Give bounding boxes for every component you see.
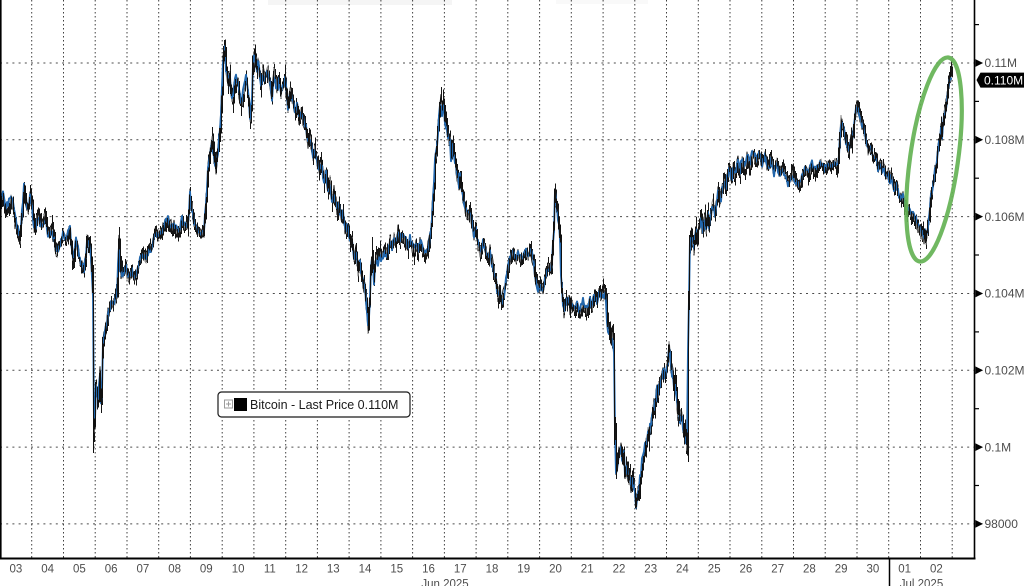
svg-text:12: 12 <box>295 564 308 576</box>
svg-text:13: 13 <box>327 564 340 576</box>
svg-text:04: 04 <box>41 564 54 576</box>
svg-text:14: 14 <box>359 564 372 576</box>
svg-text:98000: 98000 <box>985 517 1019 531</box>
svg-text:19: 19 <box>517 564 530 576</box>
svg-text:17: 17 <box>454 564 467 576</box>
svg-text:01: 01 <box>898 564 911 576</box>
svg-text:Jun 2025: Jun 2025 <box>421 579 468 586</box>
svg-text:16: 16 <box>422 564 435 576</box>
svg-text:08: 08 <box>168 564 181 576</box>
svg-text:28: 28 <box>803 564 816 576</box>
svg-text:21: 21 <box>581 564 594 576</box>
svg-text:22: 22 <box>613 564 626 576</box>
svg-text:06: 06 <box>105 564 118 576</box>
svg-text:03: 03 <box>10 564 23 576</box>
svg-text:02: 02 <box>930 564 943 576</box>
svg-text:0.110M: 0.110M <box>984 74 1023 88</box>
svg-text:10: 10 <box>232 564 245 576</box>
svg-text:26: 26 <box>740 564 753 576</box>
svg-text:0.11M: 0.11M <box>985 56 1017 70</box>
svg-text:Bitcoin - Last Price 0.110M: Bitcoin - Last Price 0.110M <box>250 398 398 412</box>
svg-text:0.104M: 0.104M <box>985 287 1024 301</box>
svg-text:15: 15 <box>390 564 403 576</box>
svg-text:27: 27 <box>771 564 784 576</box>
svg-text:25: 25 <box>708 564 721 576</box>
svg-text:29: 29 <box>835 564 848 576</box>
svg-text:0.102M: 0.102M <box>985 364 1024 378</box>
svg-text:Jul 2025: Jul 2025 <box>900 579 943 586</box>
svg-text:18: 18 <box>486 564 499 576</box>
svg-text:0.106M: 0.106M <box>985 210 1024 224</box>
svg-text:23: 23 <box>644 564 657 576</box>
svg-text:11: 11 <box>264 564 276 576</box>
svg-text:07: 07 <box>137 564 150 576</box>
svg-text:05: 05 <box>73 564 86 576</box>
svg-text:0.108M: 0.108M <box>985 133 1024 147</box>
svg-text:0.1M: 0.1M <box>985 440 1012 454</box>
svg-text:24: 24 <box>676 564 689 576</box>
svg-text:30: 30 <box>867 564 880 576</box>
svg-text:20: 20 <box>549 564 562 576</box>
svg-text:09: 09 <box>200 564 213 576</box>
